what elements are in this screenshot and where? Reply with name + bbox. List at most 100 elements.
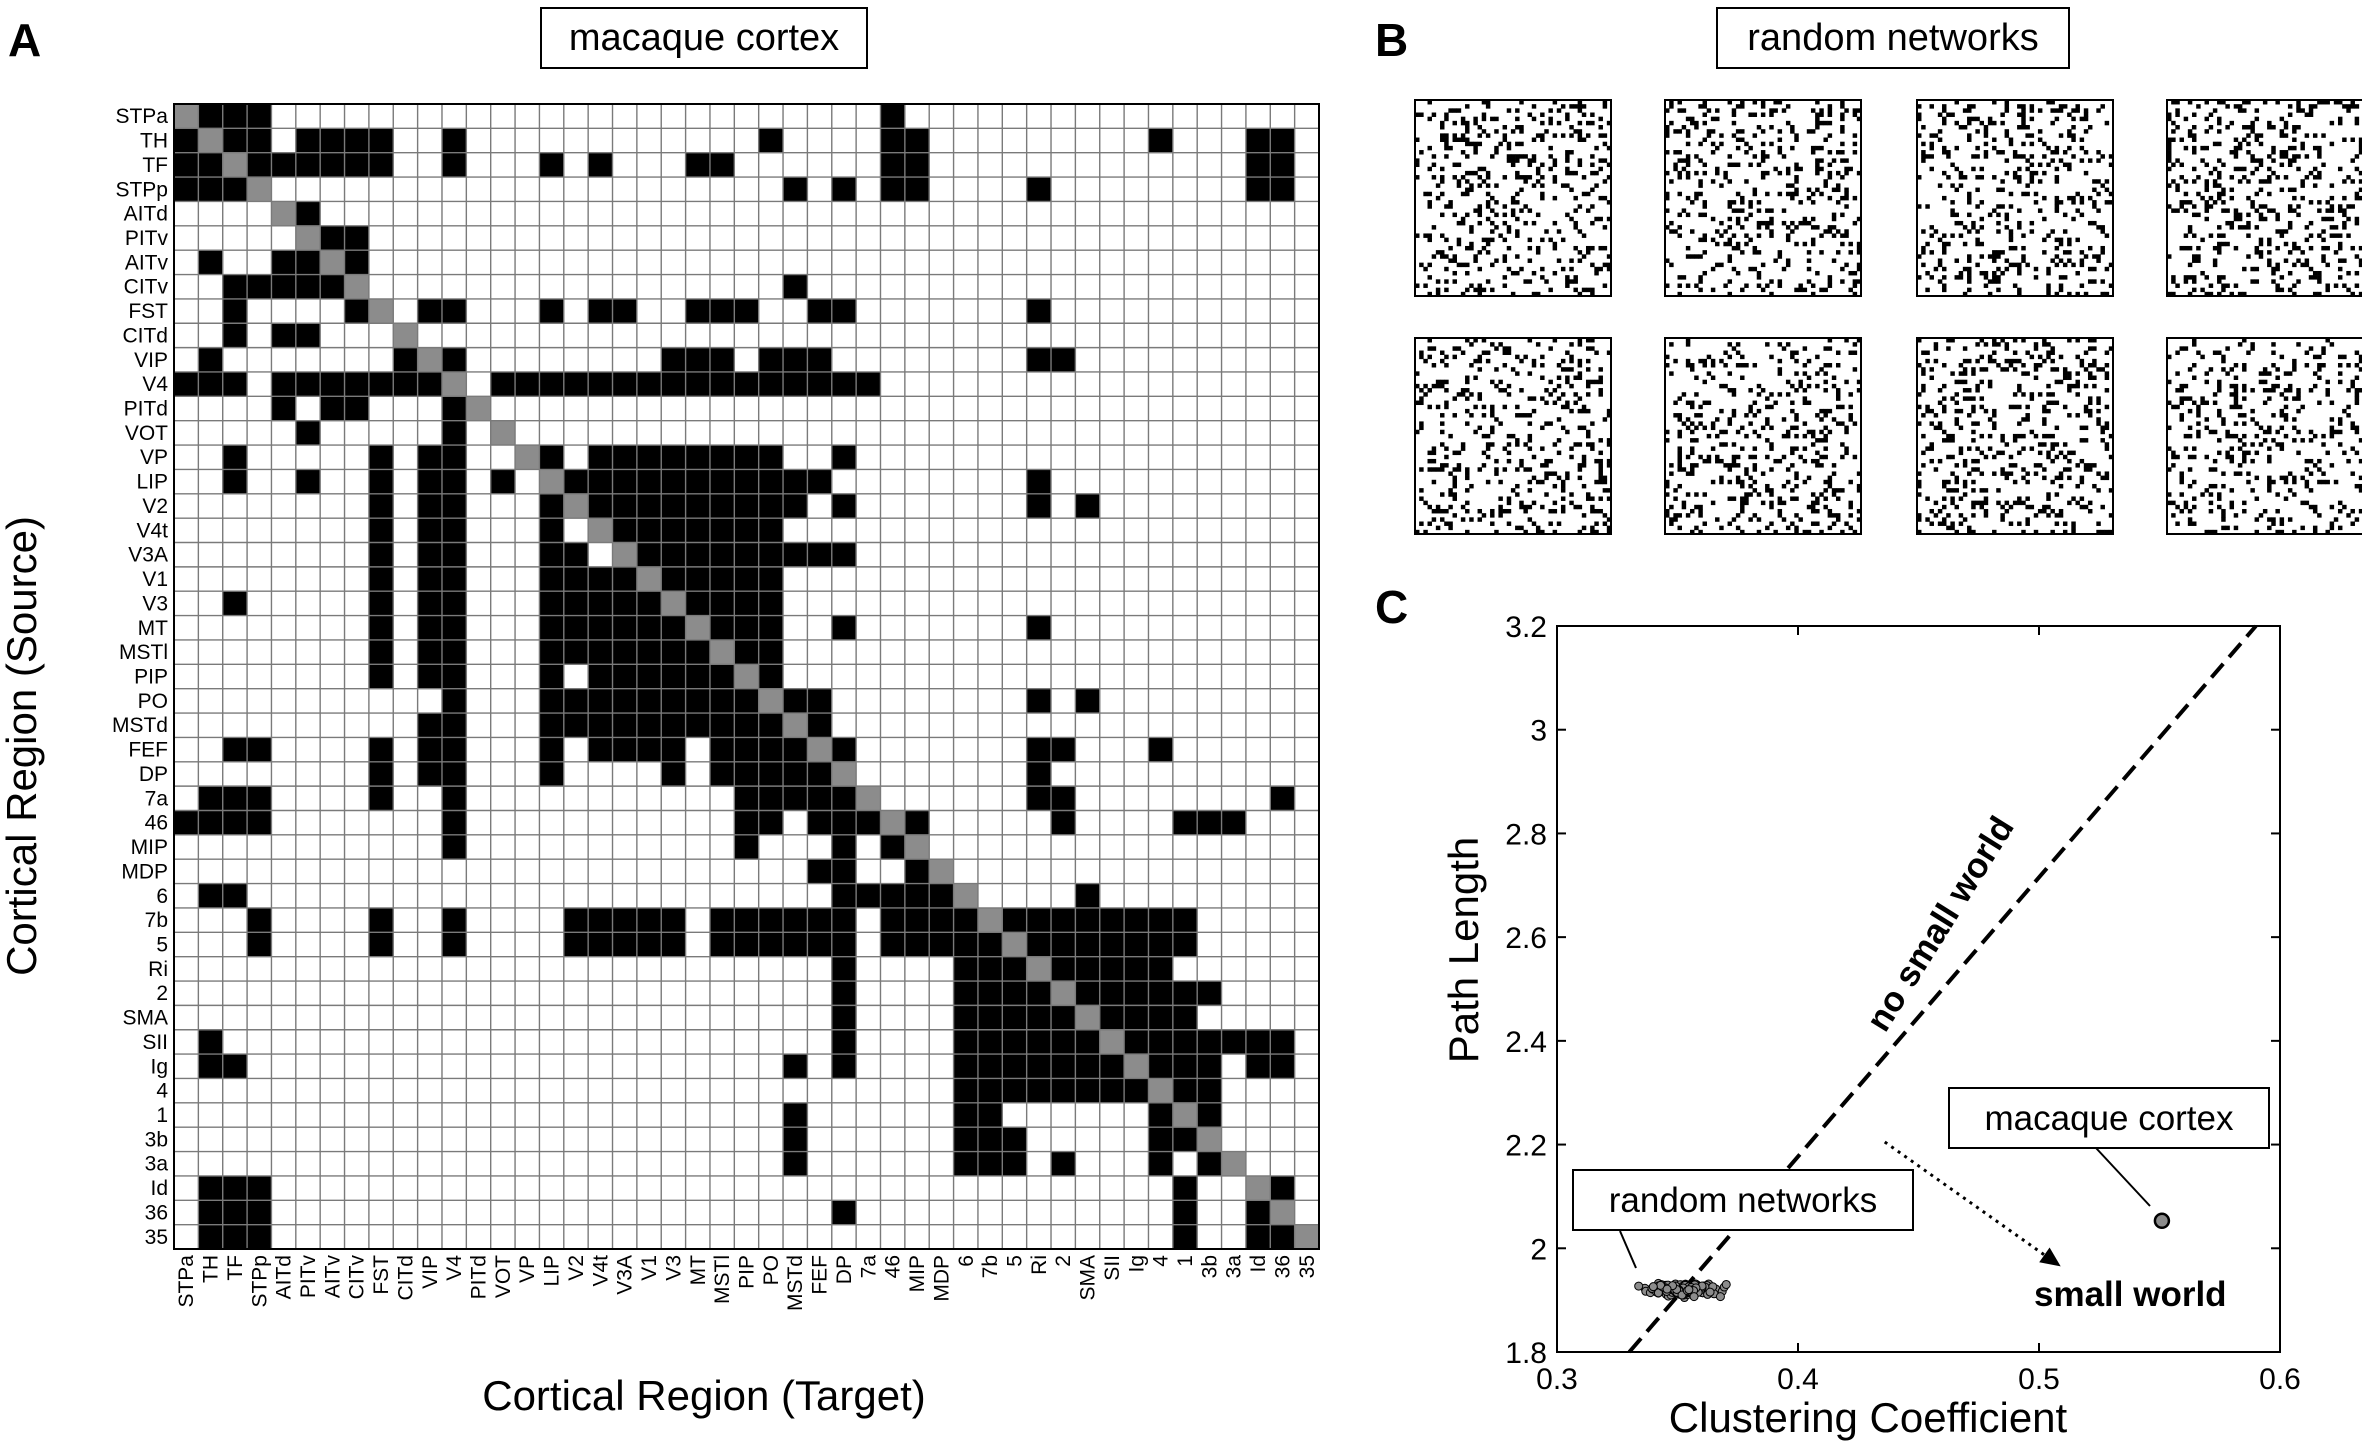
random-connection-cell bbox=[1790, 129, 1795, 134]
random-connection-cell bbox=[2042, 154, 2047, 159]
random-connection-cell bbox=[2325, 262, 2330, 268]
random-connection-cell bbox=[1527, 446, 1533, 451]
random-connection-cell bbox=[1515, 483, 1520, 489]
random-connection-cell bbox=[1460, 120, 1466, 126]
random-connection-cell bbox=[2287, 488, 2293, 493]
random-connection-cell bbox=[1594, 170, 1599, 176]
random-connection-cell bbox=[1523, 529, 1528, 535]
random-connection-cell bbox=[1756, 433, 1762, 439]
random-connection-cell bbox=[2250, 120, 2255, 126]
random-connection-cell bbox=[1602, 488, 1608, 493]
random-connection-cell bbox=[2196, 191, 2201, 197]
random-connection-cell bbox=[1756, 200, 1762, 205]
matrix-row-label: Ig bbox=[150, 1055, 168, 1078]
random-connection-cell bbox=[1827, 513, 1833, 518]
matrix-connection-cell bbox=[198, 810, 224, 836]
random-connection-cell bbox=[1535, 170, 1541, 176]
matrix-connection-cell bbox=[758, 591, 784, 616]
matrix-connection-cell bbox=[831, 542, 857, 568]
random-connection-cell bbox=[1515, 108, 1520, 113]
random-connection-cell bbox=[2196, 350, 2201, 355]
random-connection-cell bbox=[1481, 413, 1487, 418]
random-connection-cell bbox=[2058, 104, 2064, 109]
matrix-connection-cell bbox=[563, 615, 589, 641]
random-connection-cell bbox=[2079, 504, 2085, 510]
random-connection-cell bbox=[1477, 425, 1483, 431]
random-connection-cell bbox=[1590, 287, 1595, 293]
random-connection-cell bbox=[1585, 379, 1591, 385]
random-connection-cell bbox=[2312, 275, 2318, 280]
random-connection-cell bbox=[1946, 346, 1951, 351]
random-connection-cell bbox=[1435, 195, 1441, 201]
random-connection-cell bbox=[2217, 129, 2222, 134]
random-connection-cell bbox=[2187, 425, 2193, 431]
random-connection-cell bbox=[1765, 225, 1770, 230]
matrix-connection-cell bbox=[1270, 1029, 1296, 1055]
random-connection-cell bbox=[2104, 529, 2110, 535]
random-connection-cell bbox=[2008, 454, 2014, 460]
random-connection-cell bbox=[2050, 529, 2055, 535]
random-connection-cell bbox=[2187, 133, 2193, 138]
random-connection-cell bbox=[2283, 417, 2289, 422]
random-connection-cell bbox=[2104, 187, 2110, 193]
random-connection-cell bbox=[2017, 383, 2022, 389]
random-connection-cell bbox=[1606, 350, 1612, 355]
random-connection-cell bbox=[1735, 220, 1741, 226]
random-connection-cell bbox=[2050, 158, 2055, 163]
random-connection-cell bbox=[1581, 525, 1587, 531]
random-connection-cell bbox=[2333, 517, 2339, 522]
random-connection-cell bbox=[2025, 133, 2030, 138]
random-connection-cell bbox=[1577, 229, 1583, 234]
random-connection-cell bbox=[1702, 212, 1707, 218]
random-connection-cell bbox=[1569, 266, 1574, 272]
random-connection-cell bbox=[2008, 141, 2014, 147]
random-connection-cell bbox=[1469, 342, 1474, 347]
matrix-col-label: 7a bbox=[857, 1255, 880, 1279]
random-connection-cell bbox=[1581, 137, 1587, 142]
random-connection-cell bbox=[1419, 350, 1424, 355]
random-connection-cell bbox=[2300, 145, 2305, 151]
random-connection-cell bbox=[2225, 371, 2230, 376]
random-connection-cell bbox=[2096, 471, 2101, 476]
random-connection-cell bbox=[1727, 258, 1733, 263]
random-connection-cell bbox=[1760, 287, 1766, 293]
random-connection-cell bbox=[1840, 125, 1845, 130]
matrix-connection-cell bbox=[977, 932, 1003, 958]
random-connection-cell bbox=[2100, 429, 2105, 435]
random-connection-cell bbox=[1506, 442, 1512, 447]
random-connection-cell bbox=[2229, 433, 2235, 439]
random-connection-cell bbox=[1929, 225, 1934, 230]
random-connection-cell bbox=[1967, 279, 1972, 284]
random-connection-cell bbox=[1527, 112, 1533, 117]
random-connection-cell bbox=[2025, 504, 2030, 510]
random-connection-cell bbox=[1440, 358, 1445, 364]
random-connection-cell bbox=[1590, 508, 1595, 514]
matrix-col-label: V3A bbox=[614, 1255, 637, 1295]
matrix-connection-cell bbox=[1124, 907, 1149, 933]
random-connection-cell bbox=[1698, 183, 1703, 188]
random-connection-cell bbox=[1731, 454, 1737, 460]
matrix-col-label: VOT bbox=[492, 1255, 515, 1298]
random-connection-cell bbox=[1983, 496, 1989, 501]
random-connection-cell bbox=[2008, 233, 2014, 238]
random-connection-cell bbox=[1560, 133, 1566, 138]
matrix-connection-cell bbox=[1148, 956, 1174, 982]
matrix-col-label: FST bbox=[370, 1255, 393, 1295]
matrix-connection-cell bbox=[612, 639, 638, 665]
random-connection-cell bbox=[2317, 458, 2322, 464]
panel-c-tick-labels: 0.3 0.4 0.5 0.61.822.22.42.62.833.2 bbox=[1505, 611, 2301, 1396]
matrix-connection-cell bbox=[539, 591, 565, 616]
random-connection-cell bbox=[1975, 383, 1980, 389]
random-connection-cell bbox=[2000, 438, 2005, 443]
random-connection-cell bbox=[2292, 154, 2297, 159]
matrix-connection-cell bbox=[612, 615, 638, 641]
matrix-connection-cell bbox=[977, 981, 1003, 1006]
random-connection-cell bbox=[1585, 133, 1591, 138]
random-connection-cell bbox=[1967, 266, 1972, 272]
random-connection-cell bbox=[1942, 363, 1947, 368]
matrix-connection-cell bbox=[904, 177, 930, 202]
random-connection-cell bbox=[1540, 175, 1545, 180]
random-connection-cell bbox=[1577, 375, 1583, 380]
random-connection-cell bbox=[1785, 342, 1791, 347]
random-connection-cell bbox=[1565, 112, 1570, 117]
